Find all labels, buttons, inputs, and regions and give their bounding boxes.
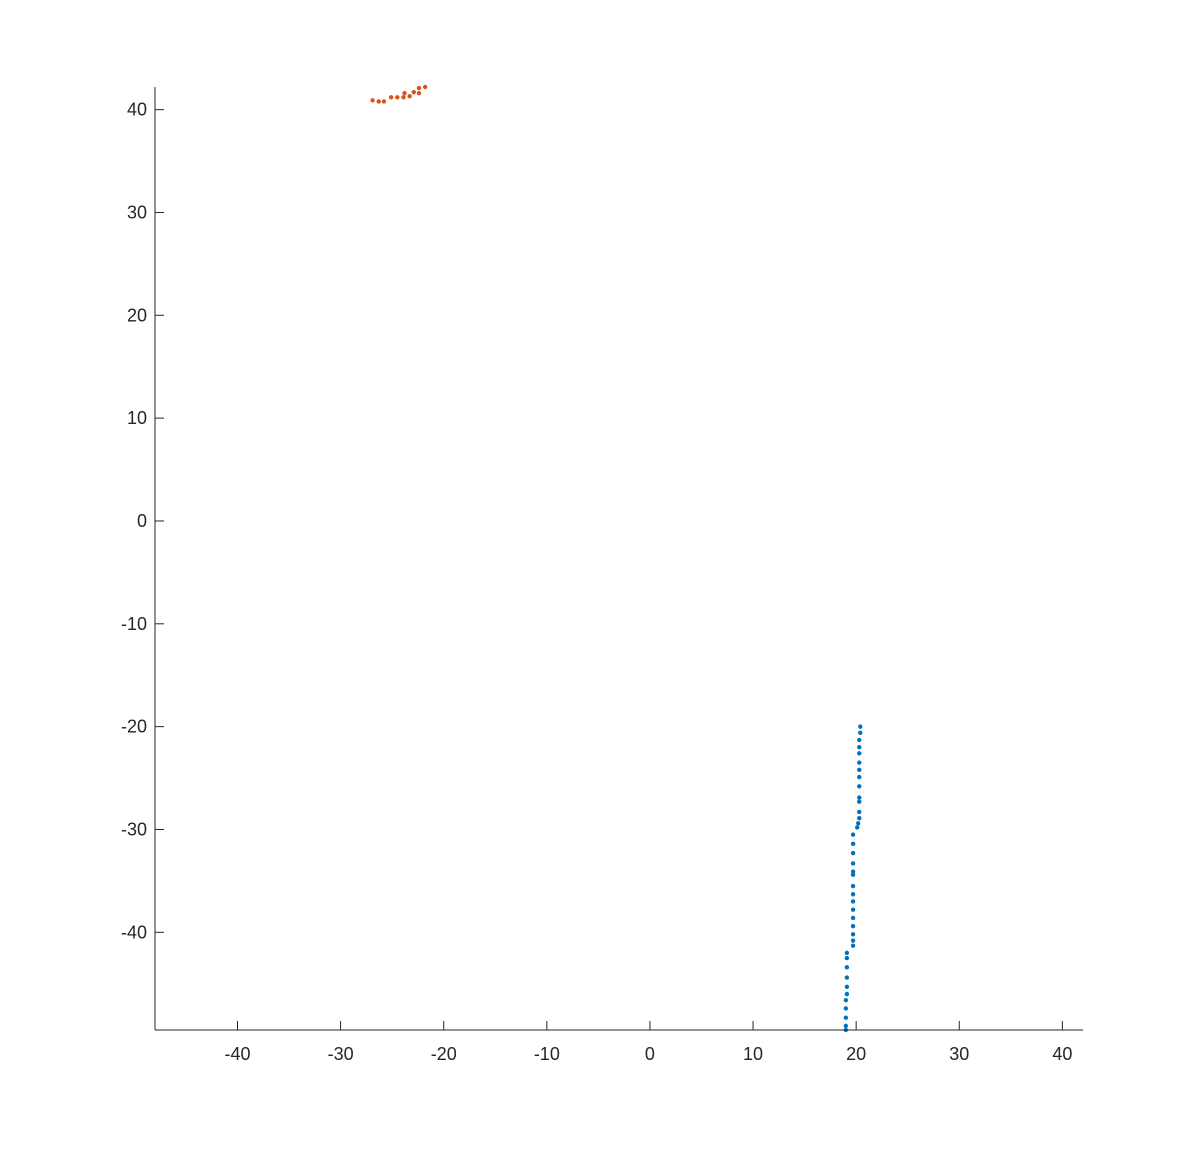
x-tick-label: 10 — [743, 1044, 763, 1064]
data-point — [407, 94, 412, 99]
data-point — [395, 95, 400, 100]
data-point — [857, 809, 862, 815]
data-point — [844, 991, 850, 997]
data-point — [411, 89, 417, 95]
data-point — [850, 861, 856, 866]
x-tick-label: 0 — [645, 1044, 655, 1064]
data-point — [850, 915, 856, 921]
data-point — [857, 767, 862, 773]
data-point — [857, 774, 862, 780]
y-tick-label: 40 — [127, 100, 147, 120]
y-tick-label: -40 — [121, 922, 147, 942]
data-point — [857, 760, 862, 765]
y-tick-label: 0 — [137, 511, 147, 531]
series-2 — [370, 84, 428, 104]
data-point — [402, 90, 407, 96]
y-tick-label: 10 — [127, 408, 147, 428]
data-point — [844, 950, 850, 956]
x-tick-label: -20 — [431, 1044, 457, 1064]
data-point — [857, 795, 862, 800]
x-tick-label: -30 — [328, 1044, 354, 1064]
data-point — [844, 955, 850, 961]
x-tick-label: 20 — [846, 1044, 866, 1064]
data-point — [850, 899, 856, 904]
data-point — [850, 841, 856, 847]
data-point — [416, 85, 422, 91]
data-point — [850, 943, 856, 948]
series-layer — [370, 84, 863, 1033]
x-tick-label: -10 — [534, 1044, 560, 1064]
data-point — [843, 1006, 849, 1011]
x-tick-label: 40 — [1052, 1044, 1072, 1064]
data-point — [376, 99, 381, 104]
y-tick-label: -20 — [121, 717, 147, 737]
data-point — [843, 1023, 849, 1029]
data-point — [850, 938, 856, 943]
data-point — [857, 745, 862, 750]
data-point — [388, 95, 394, 100]
data-point — [381, 99, 387, 104]
x-tick-label: 30 — [949, 1044, 969, 1064]
data-point — [857, 799, 862, 804]
y-tick-label: -30 — [121, 819, 147, 839]
data-point — [857, 784, 862, 789]
data-point — [857, 737, 862, 743]
data-point — [844, 984, 850, 990]
axis-layer: -40 -30 -20 -10 0 10 20 30 40 -40 -30 -20 -10 0 10 20 30… — [121, 87, 1083, 1064]
data-point — [850, 872, 856, 877]
data-point — [857, 751, 862, 756]
data-point — [850, 850, 856, 856]
y-tick-label: -10 — [121, 614, 147, 634]
data-point — [416, 90, 422, 96]
data-point — [856, 821, 861, 826]
x-tick-label: -40 — [224, 1044, 250, 1064]
data-point — [850, 869, 856, 874]
data-point — [401, 95, 406, 100]
y-tick-label: 30 — [127, 202, 147, 222]
data-point — [843, 1015, 849, 1020]
data-point — [854, 825, 860, 830]
data-point — [843, 997, 849, 1003]
data-point — [850, 932, 856, 937]
data-point — [850, 892, 856, 897]
data-point — [422, 84, 428, 90]
data-point — [850, 883, 856, 889]
data-point — [850, 907, 856, 912]
data-point — [858, 730, 863, 736]
data-point — [850, 923, 856, 929]
y-tick-label: 20 — [127, 305, 147, 325]
data-point — [857, 815, 862, 821]
data-point — [858, 724, 863, 729]
data-point — [844, 965, 850, 970]
data-point — [850, 832, 856, 837]
data-point — [370, 98, 375, 103]
data-point — [844, 975, 850, 980]
series-1 — [843, 724, 863, 1033]
